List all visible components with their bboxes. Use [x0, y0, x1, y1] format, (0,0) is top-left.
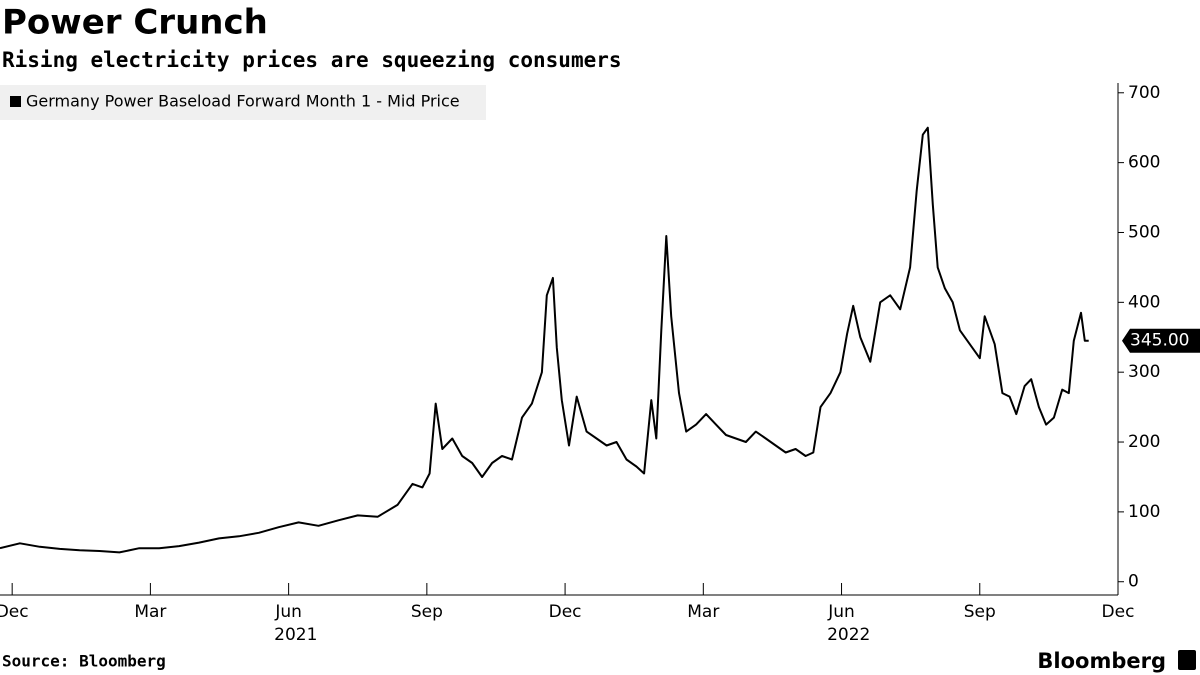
year-label: 2021 [274, 625, 317, 645]
last-value-callout [1122, 328, 1200, 353]
brand: Bloomberg [1037, 649, 1166, 673]
y-tick-label: 0 [1128, 572, 1139, 592]
year-label: 2022 [827, 625, 870, 645]
source: Source: Bloomberg [2, 652, 166, 671]
x-tick-label: Jun [274, 602, 302, 622]
x-tick-label: Sep [964, 602, 996, 622]
y-tick-label: 200 [1128, 432, 1160, 452]
chart-subtitle: Rising electricity prices are squeezing … [2, 48, 622, 72]
x-tick-label: Mar [687, 602, 719, 622]
x-tick-label: Dec [1102, 602, 1135, 622]
y-tick-label: 700 [1128, 83, 1160, 103]
y-tick-label: 400 [1128, 292, 1160, 312]
last-value-label: 345.00 [1130, 331, 1189, 351]
legend-label: Germany Power Baseload Forward Month 1 -… [26, 92, 460, 111]
x-tick-label: Mar [134, 602, 166, 622]
y-tick-label: 500 [1128, 222, 1160, 242]
y-tick-label: 300 [1128, 362, 1160, 382]
x-tick-label: Sep [411, 602, 443, 622]
brand-icon [1178, 650, 1196, 670]
x-tick-label: Dec [0, 602, 29, 622]
y-tick-label: 100 [1128, 502, 1160, 522]
x-tick-label: Jun [827, 602, 855, 622]
price-line [0, 126, 1089, 554]
legend-box [0, 85, 486, 120]
legend-swatch [10, 96, 21, 107]
y-tick-label: 600 [1128, 153, 1160, 173]
x-tick-label: Dec [549, 602, 582, 622]
chart-title: Power Crunch [2, 3, 268, 43]
